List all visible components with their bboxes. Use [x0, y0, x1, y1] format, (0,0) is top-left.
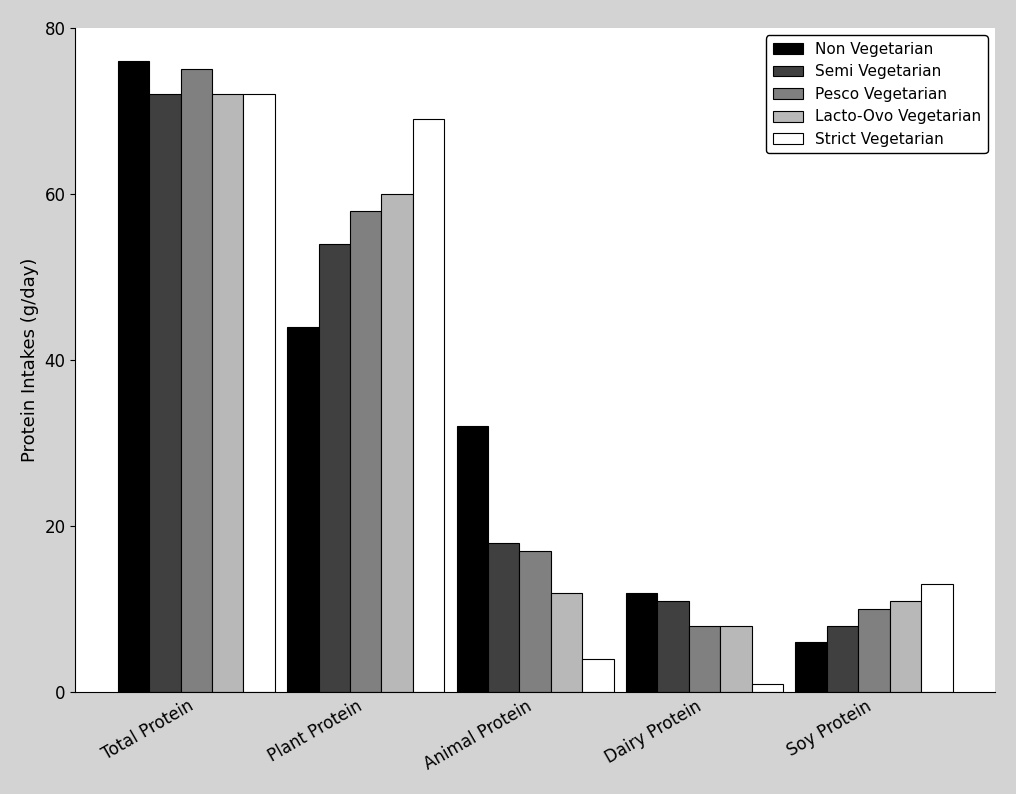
Bar: [859, 609, 890, 692]
Bar: [149, 94, 181, 692]
Bar: [288, 327, 319, 692]
Bar: [488, 542, 519, 692]
Bar: [890, 601, 922, 692]
Legend: Non Vegetarian, Semi Vegetarian, Pesco Vegetarian, Lacto-Ovo Vegetarian, Strict : Non Vegetarian, Semi Vegetarian, Pesco V…: [766, 36, 988, 153]
Bar: [319, 244, 350, 692]
Bar: [582, 659, 614, 692]
Bar: [381, 194, 412, 692]
Bar: [118, 61, 149, 692]
Bar: [456, 426, 488, 692]
Bar: [212, 94, 244, 692]
Bar: [827, 626, 859, 692]
Bar: [752, 684, 783, 692]
Bar: [350, 210, 381, 692]
Y-axis label: Protein Intakes (g/day): Protein Intakes (g/day): [21, 258, 39, 462]
Bar: [626, 592, 657, 692]
Bar: [689, 626, 720, 692]
Bar: [551, 592, 582, 692]
Bar: [412, 119, 444, 692]
Bar: [244, 94, 275, 692]
Bar: [720, 626, 752, 692]
Bar: [657, 601, 689, 692]
Bar: [796, 642, 827, 692]
Bar: [519, 551, 551, 692]
Bar: [181, 69, 212, 692]
Bar: [922, 584, 953, 692]
